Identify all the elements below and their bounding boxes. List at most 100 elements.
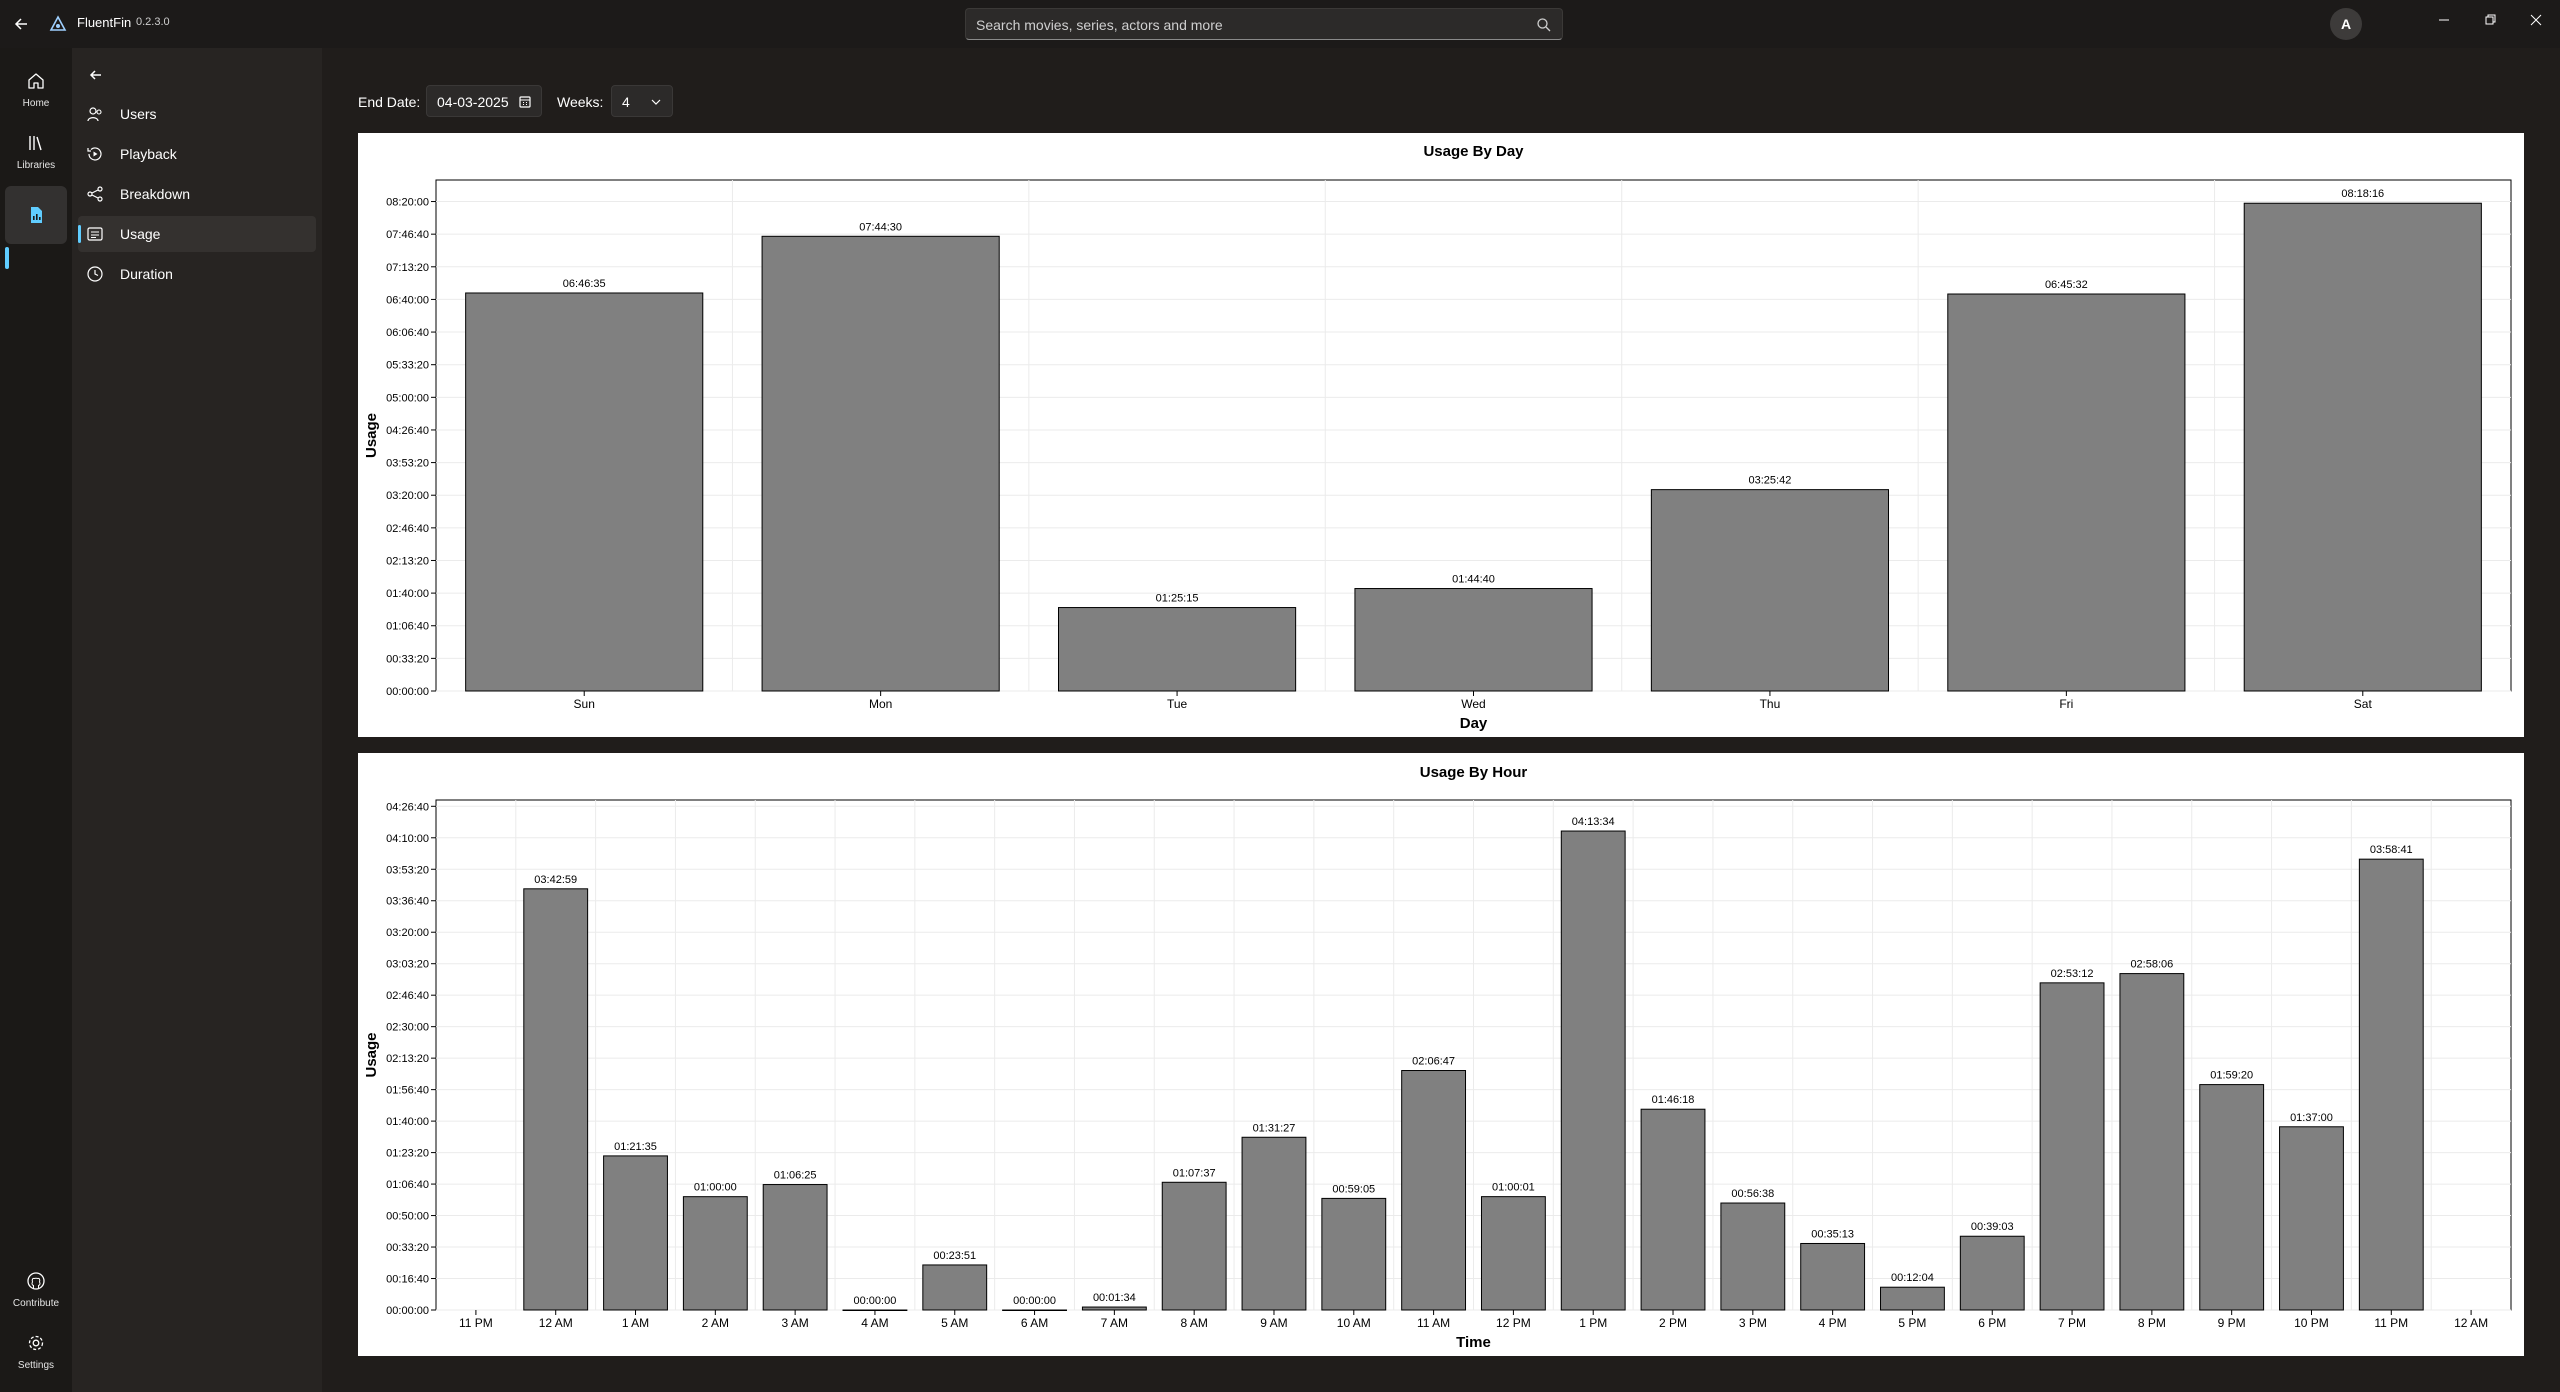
x-tick-label: 10 AM — [1337, 1316, 1371, 1330]
y-tick-label: 02:46:40 — [386, 523, 429, 535]
y-tick-label: 00:00:00 — [386, 1305, 429, 1317]
x-tick-label: 7 PM — [2058, 1316, 2086, 1330]
x-tick-label: 10 PM — [2294, 1316, 2329, 1330]
weeks-value: 4 — [622, 94, 630, 110]
data-label: 01:44:40 — [1452, 574, 1495, 586]
y-tick-label: 00:00:00 — [386, 686, 429, 698]
title-bar: FluentFin 0.2.3.0 Search movies, series,… — [0, 0, 2560, 48]
search-icon[interactable] — [1536, 17, 1552, 33]
chart-bar — [1560, 830, 1626, 1311]
y-tick-label: 02:30:00 — [386, 1022, 429, 1034]
x-tick-label: 12 AM — [539, 1316, 573, 1330]
usage-by-day-chart: Usage By Day 00:00:00 00:33:20 01:06:40 01:4… — [358, 133, 2524, 737]
data-label: 02:06:47 — [1412, 1056, 1455, 1068]
chart-bar — [762, 1184, 828, 1311]
data-label: 00:39:03 — [1971, 1221, 2014, 1233]
rail-item-home[interactable]: Home — [5, 62, 67, 120]
y-tick-label: 04:26:40 — [386, 801, 429, 813]
x-tick-label: 8 AM — [1180, 1316, 1207, 1330]
y-tick-label: 01:40:00 — [386, 1116, 429, 1128]
x-tick-label: Thu — [1760, 697, 1781, 711]
subnav-item-usage[interactable]: Usage — [78, 216, 316, 252]
data-label: 06:46:35 — [563, 278, 606, 290]
chart-bar — [761, 235, 1000, 692]
app-name: FluentFin — [77, 15, 132, 30]
x-tick-label: Sun — [574, 697, 595, 711]
minimize-icon[interactable] — [2432, 8, 2456, 32]
chart-bar — [1880, 1286, 1945, 1311]
app-version: 0.2.3.0 — [136, 16, 170, 28]
subnav-back-icon[interactable] — [84, 63, 108, 87]
data-label: 00:01:34 — [1093, 1292, 1136, 1304]
subnav-item-breakdown[interactable]: Breakdown — [78, 176, 316, 212]
y-tick-label: 07:46:40 — [386, 229, 429, 241]
y-tick-label: 01:06:40 — [386, 621, 429, 633]
avatar[interactable]: A — [2330, 8, 2362, 40]
subnav-item-playback[interactable]: Playback — [78, 136, 316, 172]
end-date-picker[interactable]: 04-03-2025 — [426, 85, 542, 117]
rail-item-libraries[interactable]: Libraries — [5, 124, 67, 182]
playback-icon — [87, 147, 102, 161]
data-label: 00:59:05 — [1332, 1183, 1375, 1195]
calendar-icon[interactable] — [517, 94, 533, 110]
data-label: 02:53:12 — [2051, 968, 2094, 980]
x-tick-label: 7 AM — [1101, 1316, 1128, 1330]
y-tick-label: 02:46:40 — [386, 990, 429, 1002]
chart-bar — [2243, 202, 2482, 692]
data-label: 01:46:18 — [1652, 1094, 1695, 1106]
back-arrow-icon[interactable] — [10, 12, 34, 36]
rail-label-home: Home — [22, 98, 50, 109]
chart-bar — [2279, 1126, 2344, 1311]
chart-bar — [2119, 973, 2185, 1311]
y-tick-label: 03:20:00 — [386, 927, 429, 939]
data-label: 02:58:06 — [2130, 959, 2173, 971]
chart-bar — [1321, 1197, 1387, 1311]
y-tick-label: 00:50:00 — [386, 1211, 429, 1223]
y-tick-label: 04:26:40 — [386, 425, 429, 437]
chart-bar — [2358, 858, 2424, 1311]
chart-bar — [465, 292, 704, 692]
search-box[interactable]: Search movies, series, actors and more — [965, 8, 1563, 40]
x-tick-label: 8 PM — [2138, 1316, 2166, 1330]
close-icon[interactable] — [2524, 8, 2548, 32]
subnav-label-users: Users — [120, 106, 157, 122]
x-tick-label: 11 PM — [2374, 1316, 2408, 1330]
subnav-label-breakdown: Breakdown — [120, 186, 191, 202]
chart-bar — [1480, 1196, 1546, 1311]
home-icon — [28, 73, 44, 89]
rail-item-settings[interactable]: Settings — [5, 1324, 67, 1382]
rail-item-contribute[interactable]: Contribute — [5, 1262, 67, 1320]
x-tick-label: 12 AM — [2454, 1316, 2488, 1330]
chart-bar — [922, 1264, 988, 1311]
data-label: 00:56:38 — [1731, 1188, 1774, 1200]
chart-bar — [1800, 1242, 1866, 1311]
usage-by-day-svg: Usage By Day 00:00:00 00:33:20 01:06:40 01:4… — [363, 143, 2512, 732]
subnav-label-playback: Playback — [120, 146, 177, 162]
rail-item-dashboard[interactable] — [5, 186, 67, 244]
subnav-label-duration: Duration — [120, 266, 173, 282]
data-label: 01:21:35 — [614, 1141, 657, 1153]
github-icon — [27, 1272, 45, 1290]
chart-bar — [1354, 588, 1593, 692]
gear-icon — [28, 1335, 44, 1351]
y-tick-label: 07:13:20 — [386, 262, 429, 274]
subnav-item-users[interactable]: Users — [78, 96, 316, 132]
data-label: 01:37:00 — [2290, 1112, 2333, 1124]
data-label: 00:23:51 — [933, 1250, 976, 1262]
restore-icon[interactable] — [2478, 8, 2502, 32]
y-tick-label: 00:33:20 — [386, 653, 429, 665]
x-tick-label: Sat — [2354, 697, 2373, 711]
usage-by-hour-chart: Usage By Hour 00:00:00 00:16:40 00:33:20 00:… — [358, 753, 2524, 1356]
y-tick-label: 03:20:00 — [386, 490, 429, 502]
search-input[interactable]: Search movies, series, actors and more — [976, 17, 1223, 33]
usage-icon — [87, 227, 103, 241]
chart-bar — [1640, 1108, 1706, 1311]
x-tick-label: 1 AM — [622, 1316, 649, 1330]
data-label: 01:25:15 — [1156, 593, 1199, 605]
subnav-item-duration[interactable]: Duration — [78, 256, 316, 292]
chart-bar — [2039, 982, 2105, 1311]
data-label: 01:59:20 — [2210, 1070, 2253, 1082]
y-tick-label: 01:06:40 — [386, 1179, 429, 1191]
weeks-dropdown[interactable]: 4 — [611, 85, 673, 117]
x-tick-label: 5 AM — [941, 1316, 968, 1330]
